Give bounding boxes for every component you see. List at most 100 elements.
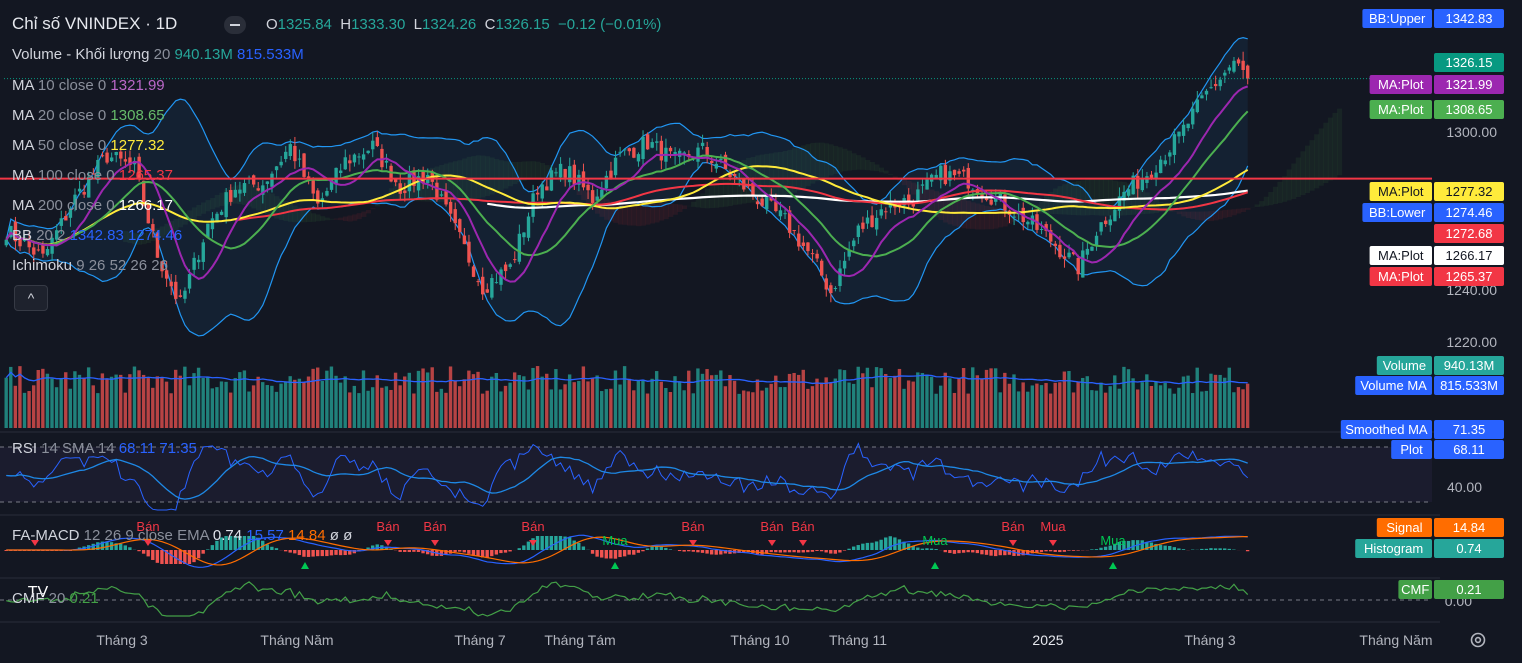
macd-histogram-bar [224,536,228,550]
macd-histogram-bar [627,550,631,555]
volume-bar [128,374,132,428]
axis-tag-value-bg [1434,246,1504,265]
volume-bar [201,377,205,428]
volume-bar [549,389,554,428]
candle-body [270,173,274,187]
macd-histogram-bar [709,550,714,555]
ichimoku-cloud-slice [530,161,536,179]
legend-bb[interactable]: BB 20 2 1342.83 1274.46 [12,227,183,244]
legend-ma50[interactable]: MA 50 close 0 1277.32 [12,137,165,154]
ichimoku-cloud-slice [214,195,220,208]
volume-bar [146,378,150,428]
volume-bar [1135,389,1140,428]
time-axis-label: Tháng 11 [829,632,887,648]
ichimoku-cloud-slice [1337,108,1343,176]
ichimoku-cloud-slice [1094,178,1100,216]
macd-histogram-bar [228,536,233,550]
macd-histogram-bar [1035,550,1039,553]
volume-bar [1149,385,1154,428]
volume-bar [458,386,462,428]
volume-bar [256,376,260,428]
legend-ichimoku[interactable]: Ichimoku 9 26 52 26 26 [12,257,168,274]
candle-body [467,241,471,263]
high-value: 1333.30 [351,16,406,33]
ichimoku-cloud-slice [613,202,619,223]
candle-body [609,170,613,179]
ichimoku-cloud-slice [187,210,193,222]
volume-bar [1200,391,1204,428]
legend-rsi[interactable]: RSI 14 SMA 14 68.11 71.35 [12,440,197,457]
candle-body [907,194,911,202]
legend-cmf[interactable]: CMF 20 0.21 [12,590,99,607]
candle-body [279,161,283,166]
axis-tag-value-bg [1434,9,1504,28]
legend-collapse-button[interactable]: ^ [14,285,48,311]
candle-body [829,285,833,294]
ichimoku-cloud-slice [631,205,637,226]
collapse-circle-icon[interactable] [224,16,246,34]
legend-ma200[interactable]: MA 200 close 0 1266.17 [12,197,173,214]
volume-bar [105,379,109,428]
axis-tag-value-bg [1434,267,1504,286]
volume-bar [609,388,613,428]
macd-histogram-bar [256,537,260,550]
legend-macd[interactable]: FA-MACD 12 26 9 close EMA 0.74 15.57 14.… [12,527,353,544]
settings-gear-icon[interactable] [1468,630,1488,650]
candle-body [1090,246,1094,251]
macd-histogram-bar [283,550,288,552]
macd-histogram-bar [458,550,462,552]
candle-body [549,170,554,191]
candle-body [1094,235,1099,246]
volume-bar [1067,371,1071,428]
candle-body [22,240,27,242]
candle-body [1227,67,1232,71]
candle-body [27,240,31,248]
ichimoku-cloud-slice [681,205,688,210]
candle-body [696,147,700,162]
macd-histogram-bar [838,550,842,553]
ichimoku-cloud-slice [833,145,839,174]
macd-histogram-bar [453,550,457,552]
volume-bar [338,382,343,428]
axis-tag-label-bg [1369,246,1432,265]
ichimoku-cloud-slice [1245,207,1251,210]
macd-histogram-bar [897,539,902,550]
candle-body [673,151,677,156]
volume-bar [984,369,989,428]
candle-body [517,233,522,262]
ichimoku-cloud-slice [452,161,459,202]
ichimoku-cloud-slice [246,184,252,207]
macd-histogram-bar [348,550,352,555]
legend-ma100[interactable]: MA 100 close 0 1265.37 [12,167,173,184]
axis-tag-label-bg [1362,9,1432,28]
axis-tag-label: MA:Plot [1378,269,1424,284]
ichimoku-cloud-slice [526,161,532,180]
volume-bar [270,385,274,428]
ichimoku-cloud-slice [173,218,179,231]
legend-ma20[interactable]: MA 20 close 0 1308.65 [12,107,165,124]
volume-bar [618,384,622,428]
symbol-title[interactable]: Chỉ số VNINDEX · 1D [12,14,178,33]
macd-histogram-bar [270,546,274,550]
volume-bar [705,369,709,428]
candle-body [962,169,966,172]
volume-bar [183,366,187,428]
legend-volume[interactable]: Volume - Khối lượng 20 940.13M 815.533M [12,46,304,63]
candle-body [503,264,508,272]
macd-histogram-bar [975,550,980,554]
legend-ma10[interactable]: MA 10 close 0 1321.99 [12,77,165,94]
candle-body [256,188,260,191]
volume-bar [187,385,192,428]
candle-body [293,145,297,162]
candle-body [448,201,453,214]
ichimoku-cloud-slice [704,188,710,209]
volume-bar [737,393,741,428]
macd-histogram-bar [219,537,224,550]
volume-bar [531,367,535,428]
volume-bar [73,371,77,428]
volume-bar [659,381,663,428]
volume-bar [160,378,164,428]
ichimoku-cloud-slice [617,203,623,225]
candle-body [1076,258,1080,275]
